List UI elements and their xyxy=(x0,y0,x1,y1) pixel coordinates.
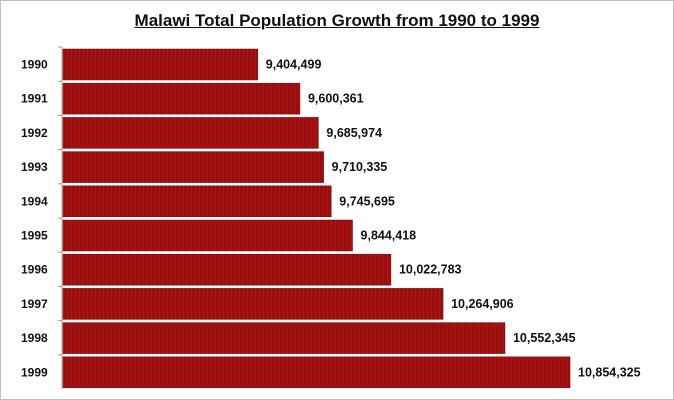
bar-1997 xyxy=(62,288,444,320)
category-label-1991: 1991 xyxy=(21,92,48,106)
category-label-1997: 1997 xyxy=(21,297,48,311)
data-label-1998: 10,552,345 xyxy=(513,331,576,345)
bar-1996 xyxy=(62,253,392,286)
data-label-1990: 9,404,499 xyxy=(266,58,322,72)
chart-title: Malawi Total Population Growth from 1990… xyxy=(1,11,673,31)
category-label-1993: 1993 xyxy=(21,160,48,174)
category-label-1996: 1996 xyxy=(21,263,48,277)
bar-1990 xyxy=(62,48,259,81)
chart-title-text: Malawi Total Population Growth from 1990… xyxy=(134,11,540,30)
category-label-1999: 1999 xyxy=(21,365,48,379)
bar-1991 xyxy=(62,82,301,115)
bar-1995 xyxy=(62,219,353,252)
bar-1993 xyxy=(62,151,324,183)
bar-1998 xyxy=(62,322,506,354)
data-label-1992: 9,685,974 xyxy=(326,126,382,140)
data-label-1996: 10,022,783 xyxy=(399,263,462,277)
data-label-1995: 9,844,418 xyxy=(361,229,417,243)
data-label-1993: 9,710,335 xyxy=(332,160,388,174)
category-label-1994: 1994 xyxy=(21,194,48,208)
bar-1992 xyxy=(62,117,319,149)
bar-1999 xyxy=(62,356,571,389)
data-label-1999: 10,854,325 xyxy=(578,365,641,379)
data-label-1997: 10,264,906 xyxy=(451,297,514,311)
data-label-1991: 9,600,361 xyxy=(308,92,364,106)
data-label-1994: 9,745,695 xyxy=(339,194,395,208)
category-label-1998: 1998 xyxy=(21,331,48,345)
category-label-1992: 1992 xyxy=(21,126,48,140)
bar-1994 xyxy=(62,185,332,218)
category-label-1995: 1995 xyxy=(21,229,48,243)
category-label-1990: 1990 xyxy=(21,58,48,72)
